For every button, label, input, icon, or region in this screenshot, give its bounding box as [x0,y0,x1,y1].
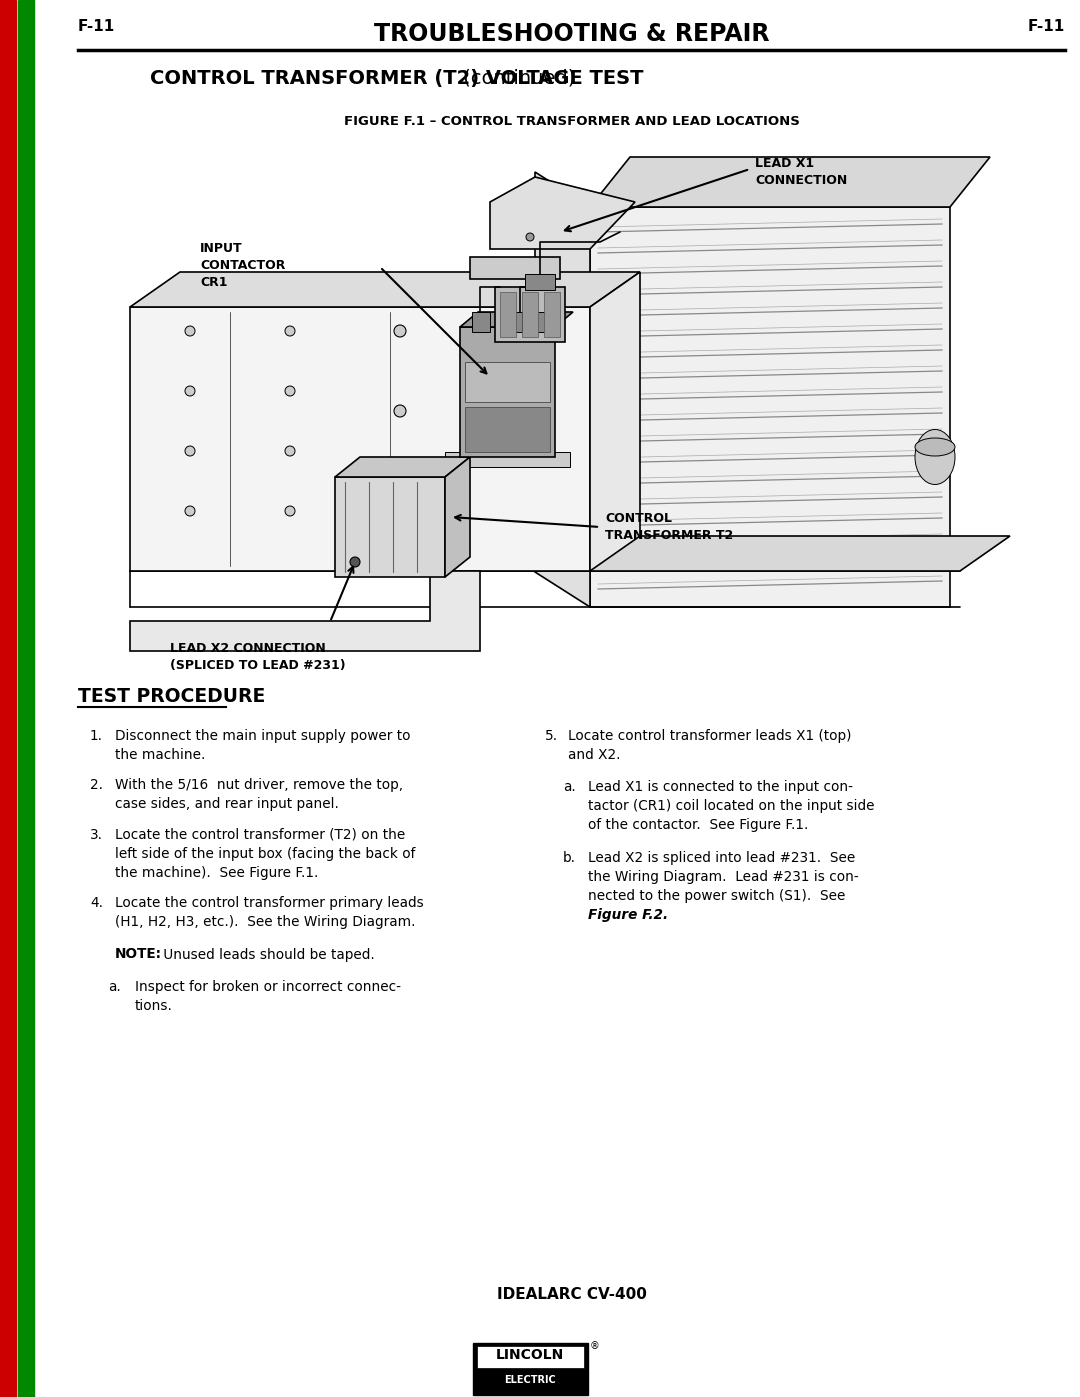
Text: Disconnect the main input supply power to: Disconnect the main input supply power t… [114,729,410,743]
Text: b.: b. [563,851,576,865]
Text: With the 5/16  nut driver, remove the top,: With the 5/16 nut driver, remove the top… [114,778,403,792]
Circle shape [285,386,295,395]
Bar [500,292,516,337]
Polygon shape [335,457,470,476]
Text: Locate the control transformer (T2) on the: Locate the control transformer (T2) on t… [114,828,405,842]
Text: Figure F.2.: Figure F.2. [588,908,669,922]
Text: Return to Master TOC: Return to Master TOC [22,1287,30,1397]
Bar [465,407,550,453]
Polygon shape [525,274,555,291]
Polygon shape [130,272,640,307]
Text: Return to Section TOC: Return to Section TOC [3,640,13,754]
Text: tions.: tions. [135,999,173,1013]
Circle shape [285,326,295,337]
Text: 1.: 1. [90,729,103,743]
Polygon shape [445,453,570,467]
Circle shape [394,326,406,337]
Polygon shape [460,327,555,457]
Ellipse shape [915,439,955,455]
Circle shape [185,386,195,395]
Bar [473,1343,588,1396]
Circle shape [185,326,195,337]
Text: 4.: 4. [90,897,103,911]
Bar [504,312,522,332]
Bar [522,292,538,337]
Text: tactor (CR1) coil located on the input side: tactor (CR1) coil located on the input s… [588,799,875,813]
Bar [477,1345,584,1368]
Text: Return to Section TOC: Return to Section TOC [3,1285,13,1397]
Text: 5.: 5. [545,729,558,743]
Text: IDEALARC CV-400: IDEALARC CV-400 [497,1287,647,1302]
Circle shape [394,485,406,497]
Bar [536,312,554,332]
Circle shape [350,557,360,567]
Circle shape [185,446,195,455]
Circle shape [394,405,406,416]
Bar [18,0,33,1397]
Text: F-11: F-11 [1028,20,1065,34]
Text: Locate control transformer leads X1 (top): Locate control transformer leads X1 (top… [568,729,851,743]
Circle shape [285,446,295,455]
Polygon shape [535,172,590,608]
Text: ®: ® [590,1341,599,1351]
Text: FIGURE F.1 – CONTROL TRANSFORMER AND LEAD LOCATIONS: FIGURE F.1 – CONTROL TRANSFORMER AND LEA… [345,115,800,129]
Text: Return to Master TOC: Return to Master TOC [22,292,30,402]
Circle shape [285,506,295,515]
Text: LINCOLN: LINCOLN [496,1348,564,1362]
Text: Lead X1 is connected to the input con-: Lead X1 is connected to the input con- [588,781,853,795]
Text: Unused leads should be taped.: Unused leads should be taped. [159,947,375,961]
Text: of the contactor.  See Figure F.1.: of the contactor. See Figure F.1. [588,819,808,833]
Text: Inspect for broken or incorrect connec-: Inspect for broken or incorrect connec- [135,979,401,993]
Text: 2.: 2. [90,778,103,792]
Text: left side of the input box (facing the back of: left side of the input box (facing the b… [114,847,416,861]
Ellipse shape [915,429,955,485]
Polygon shape [590,207,950,608]
Text: a.: a. [108,979,121,993]
Polygon shape [335,476,445,577]
Polygon shape [490,177,635,249]
Text: a.: a. [563,781,576,795]
Text: TEST PROCEDURE: TEST PROCEDURE [78,687,266,705]
Text: Locate the control transformer primary leads: Locate the control transformer primary l… [114,897,423,911]
Text: the Wiring Diagram.  Lead #231 is con-: the Wiring Diagram. Lead #231 is con- [588,869,859,883]
Text: (continued): (continued) [457,68,576,88]
Text: and X2.: and X2. [568,747,621,761]
Polygon shape [445,457,470,577]
Polygon shape [495,286,565,342]
Text: NOTE:: NOTE: [114,947,162,961]
Text: INPUT
CONTACTOR
CR1: INPUT CONTACTOR CR1 [200,242,285,289]
Text: the machine).  See Figure F.1.: the machine). See Figure F.1. [114,866,319,880]
Polygon shape [130,536,1010,571]
Bar [0,0,16,1397]
Text: CONTROL
TRANSFORMER T2: CONTROL TRANSFORMER T2 [605,511,733,542]
Text: TROUBLESHOOTING & REPAIR: TROUBLESHOOTING & REPAIR [375,22,770,46]
Text: nected to the power switch (S1).  See: nected to the power switch (S1). See [588,888,846,902]
Text: Return to Section TOC: Return to Section TOC [3,981,13,1094]
Polygon shape [470,257,561,279]
Polygon shape [130,307,590,571]
Text: 3.: 3. [90,828,103,842]
Text: CONTROL TRANSFORMER (T2) VOLTAGE TEST: CONTROL TRANSFORMER (T2) VOLTAGE TEST [150,68,644,88]
Text: Return to Master TOC: Return to Master TOC [22,982,30,1092]
Text: ELECTRIC: ELECTRIC [504,1375,556,1384]
Text: Return to Master TOC: Return to Master TOC [22,641,30,753]
Circle shape [185,506,195,515]
Polygon shape [590,156,990,207]
Polygon shape [130,571,480,651]
Text: LEAD X2 CONNECTION
(SPLICED TO LEAD #231): LEAD X2 CONNECTION (SPLICED TO LEAD #231… [170,643,346,672]
Text: F-11: F-11 [78,20,116,34]
Text: Return to Section TOC: Return to Section TOC [3,291,13,404]
Bar [465,362,550,402]
Text: Lead X2 is spliced into lead #231.  See: Lead X2 is spliced into lead #231. See [588,851,855,865]
Polygon shape [460,312,573,327]
Text: the machine.: the machine. [114,747,205,761]
Circle shape [526,233,534,242]
Text: (H1, H2, H3, etc.).  See the Wiring Diagram.: (H1, H2, H3, etc.). See the Wiring Diagr… [114,915,416,929]
Bar [544,292,561,337]
Bar [472,312,490,332]
Text: LEAD X1
CONNECTION: LEAD X1 CONNECTION [755,156,847,187]
Polygon shape [590,272,640,571]
Text: case sides, and rear input panel.: case sides, and rear input panel. [114,798,339,812]
